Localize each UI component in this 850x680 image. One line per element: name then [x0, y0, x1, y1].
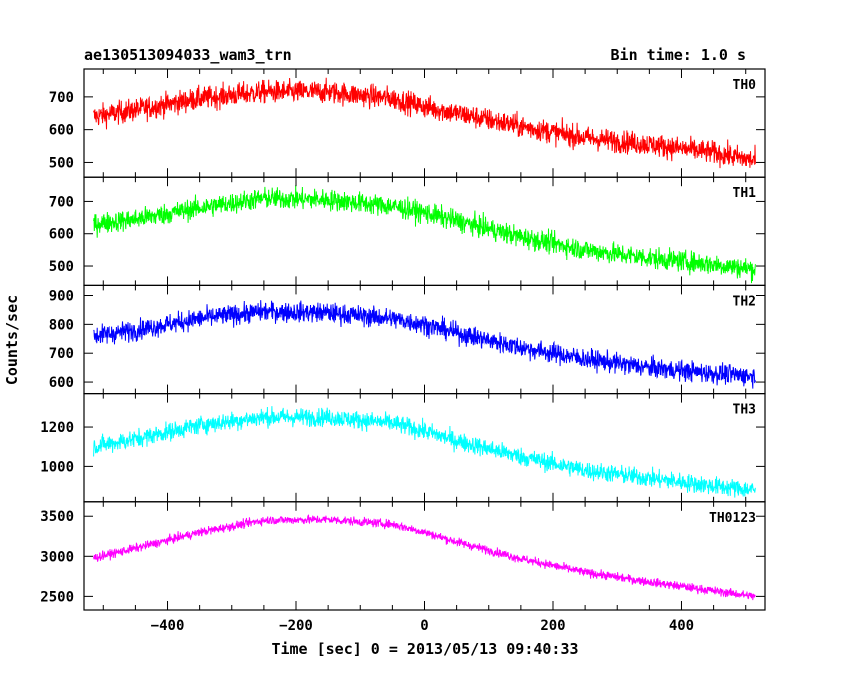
panel-th3: 1000 1200 TH3: [40, 393, 766, 503]
y-tick-label: 600: [49, 227, 74, 243]
y-tick-label: 500: [49, 259, 74, 275]
series-line-th0123: [93, 514, 756, 601]
y-tick-label: 1000: [40, 459, 74, 475]
x-tick-label: −400: [151, 618, 185, 634]
x-tick-label: 400: [669, 618, 694, 634]
y-tick-label: 500: [49, 155, 74, 171]
y-tick-label: 700: [49, 90, 74, 106]
panel-frame: [83, 68, 766, 178]
y-tick-label: 3000: [40, 549, 74, 565]
x-tick-label: −200: [279, 618, 313, 634]
x-tick-label: 200: [540, 618, 565, 634]
series-line-th3: [93, 406, 756, 498]
y-tick-label: 700: [49, 194, 74, 210]
bin-time-label: Bin time: 1.0 s: [611, 46, 746, 64]
panel-label: TH0123: [709, 511, 756, 526]
panel-frame: [83, 393, 766, 503]
panel-label: TH3: [733, 403, 756, 418]
panel-th1: 500 600 700 TH1: [49, 176, 766, 286]
x-axis-tick-labels: −400 −200 0 200 400: [151, 618, 694, 634]
y-axis-title: Counts/sec: [3, 295, 21, 385]
series-line-th1: [93, 185, 756, 284]
series-line-th2: [93, 300, 756, 389]
y-tick-label: 2500: [40, 589, 74, 605]
panel-frame: [83, 284, 766, 395]
y-tick-label: 600: [49, 123, 74, 139]
chart-title: ae130513094033_wam3_trn: [84, 46, 292, 64]
y-tick-label: 1200: [40, 420, 74, 436]
panel-frame: [83, 501, 766, 611]
panel-label: TH2: [733, 294, 756, 309]
x-axis-title: Time [sec] 0 = 2013/05/13 09:40:33: [271, 640, 578, 658]
panel-frame: [83, 176, 766, 286]
panel-label: TH0: [733, 78, 757, 93]
panel-label: TH1: [733, 186, 757, 201]
y-tick-label: 3500: [40, 509, 74, 525]
panel-th0: 500 600 700 TH0: [49, 68, 766, 178]
y-tick-label: 800: [49, 317, 74, 333]
panels-group: 500 600 700 TH0 500 600 700 TH1 600 700 800 900 TH2 1…: [40, 68, 766, 611]
y-tick-label: 700: [49, 346, 74, 362]
series-line-th0: [93, 77, 756, 169]
panel-th2: 600 700 800 900 TH2: [49, 284, 766, 395]
y-tick-label: 900: [49, 288, 74, 304]
panel-th0123: 2500 3000 3500 TH0123: [40, 501, 766, 611]
x-tick-label: 0: [420, 618, 428, 634]
y-tick-label: 600: [49, 375, 74, 391]
